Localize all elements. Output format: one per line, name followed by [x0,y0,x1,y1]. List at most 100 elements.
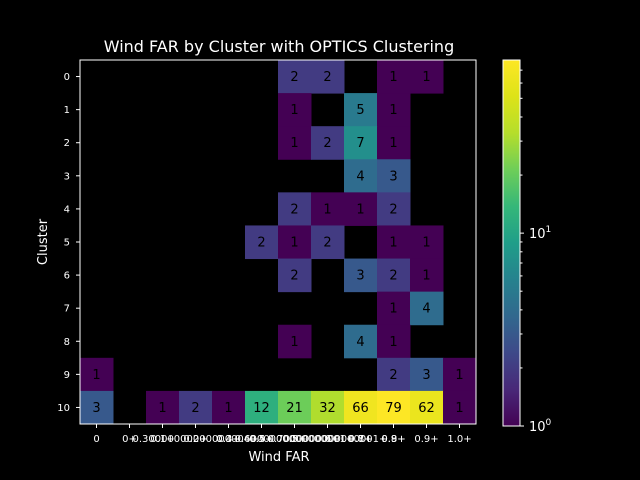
cell-value-label: 1 [356,202,364,217]
y-tick-label: 1 [64,105,70,116]
cell-value-label: 2 [389,269,397,284]
heatmap-cell [344,390,378,425]
cell-value-label: 2 [290,269,298,284]
x-tick-label: 0.8+ [381,434,405,445]
heatmap-cell [245,225,279,260]
heatmap-cell [410,390,444,425]
x-tick-label: 0.5+ [282,434,306,445]
cell-value-label: 1 [422,70,430,85]
cell-value-label: 1 [455,368,463,383]
y-tick-label: 10 [57,403,70,414]
x-axis: 0 0+ 0.1+ 0.2+ 0.3+ 0.4+ 0.5+ 0.6+ 0.7+ 0.8+ 0.9+ 1… [93,424,472,445]
y-tick-label: 2 [64,138,70,149]
heatmap-cell [278,324,312,359]
heatmap-cell [410,258,444,293]
cell-value-label: 2 [323,70,331,85]
cell-value-label: 1 [389,236,397,251]
x-tick-label: 0.6+ [315,434,339,445]
colorbar-tick-label: 100 [529,418,552,435]
cell-value-label: 21 [286,401,303,416]
cell-value-label: 4 [422,302,430,317]
cell-value-label: 1 [290,236,298,251]
x-tick-label: 0.4+ [249,434,273,445]
colorbar-gradient [502,59,521,427]
cell-value-label: 4 [356,169,364,184]
heatmap-cell [344,93,378,127]
heatmap-cell [377,60,411,94]
y-tick-label: 8 [64,337,70,348]
heatmap-cell [443,357,477,392]
heatmap-cell [410,60,444,94]
heatmap-cell [80,357,114,392]
heatmap-cell [443,390,477,425]
chart-title: Wind FAR by Cluster with OPTICS Clusteri… [104,37,454,56]
cell-value-label: 7 [356,136,364,151]
x-tick-overprint-label: 0.4+ [216,434,240,445]
heatmap-cell [377,324,411,359]
heatmap-cell [278,225,312,260]
colorbar-tick-label: 101 [529,225,551,242]
heatmap-cell [377,390,411,425]
cell-value-label: 1 [323,202,331,217]
x-tick-label: 0.2+ [183,434,207,445]
heatmap-cell [311,192,345,226]
heatmap-cell [146,390,180,425]
cell-value-label: 66 [352,401,369,416]
x-axis-label: Wind FAR [248,450,309,465]
cell-value-label: 1 [224,401,232,416]
heatmap-cells [80,60,477,425]
heatmap-cell [344,192,378,226]
x-tick-label: 0.1+ [150,434,174,445]
cell-value-label: 3 [389,169,397,184]
x-tick-label: 0.7+ [348,434,372,445]
cell-value-label: 1 [158,401,166,416]
cell-value-label: 3 [356,269,364,284]
cell-value-label: 1 [389,335,397,350]
cell-value-label: 32 [319,401,336,416]
cell-value-label: 1 [290,335,298,350]
cell-value-label: 2 [290,202,298,217]
heatmap-cell [377,192,411,226]
x-tick-overprint-label: 0.9+ [381,434,405,445]
heatmap-cell [410,357,444,392]
cell-value-label: 5 [356,103,364,118]
heatmap-cell [311,60,345,94]
cell-value-label: 1 [389,136,397,151]
y-tick-label: 6 [64,271,70,282]
heatmap-cell [377,93,411,127]
heatmap-cell [377,258,411,293]
y-tick-label: 0 [64,72,70,83]
heatmap-cell [377,159,411,193]
y-tick-label: 3 [64,171,70,182]
x-tick-overprint-label: 0.5+ [249,434,273,445]
x-tick-overprint-label: 0.30000000000000004+ [132,434,258,445]
cell-value-label: 1 [389,70,397,85]
heatmap-cell [410,225,444,260]
heatmap-cell [344,159,378,193]
heatmap-cell [80,390,114,425]
cell-value-label: 2 [389,202,397,217]
heatmap-cell [311,390,345,425]
cell-value-label: 2 [323,236,331,251]
x-tick-overprint-label: 0.6000000000000001+ [235,434,355,445]
heatmap-cell [212,390,246,425]
y-axis-label: Cluster [36,218,51,265]
heatmap-cell [344,126,378,160]
heatmap-cell [311,126,345,160]
y-axis: 0 1 2 3 4 5 6 7 8 9 10 [57,72,80,414]
cell-value-label: 2 [389,368,397,383]
heatmap-cell [410,291,444,326]
cell-value-label: 3 [422,368,430,383]
x-tick-label: 0.9+ [414,434,438,445]
heatmap-cell [377,291,411,326]
cell-value-label: 79 [385,401,402,416]
cell-value-label: 2 [323,136,331,151]
cell-value-label: 1 [290,103,298,118]
y-tick-label: 5 [64,238,70,249]
cell-value-label: 62 [418,401,435,416]
cell-value-label: 2 [257,236,265,251]
cell-value-label: 1 [455,401,463,416]
colorbar: 100 101 [502,59,552,435]
heatmap-cell [377,357,411,392]
